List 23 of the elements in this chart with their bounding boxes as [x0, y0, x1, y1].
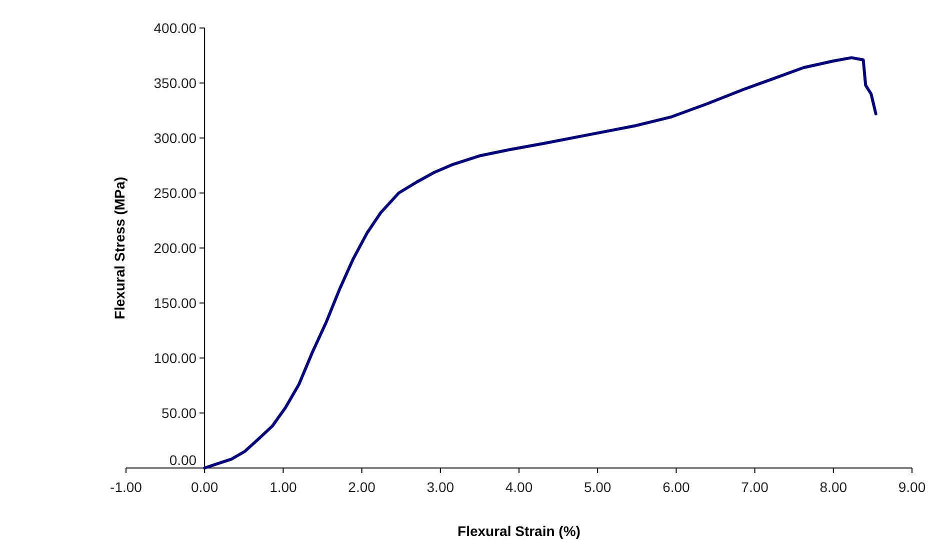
- x-tick-label: 2.00: [348, 479, 376, 495]
- x-tick-label: -1.00: [110, 479, 142, 495]
- y-tick-label: 250.00: [154, 185, 197, 201]
- y-tick-label: 200.00: [154, 240, 197, 256]
- y-tick-label: 150.00: [154, 295, 197, 311]
- y-tick-label: 400.00: [154, 20, 197, 36]
- x-axis-title: Flexural Strain (%): [458, 523, 580, 539]
- x-tick-label: 9.00: [898, 479, 926, 495]
- y-tick-label: 350.00: [154, 75, 197, 91]
- x-tick-label: 1.00: [270, 479, 298, 495]
- line-series: [203, 56, 878, 470]
- x-tick-label: 3.00: [426, 479, 454, 495]
- y-axis-title: Flexural Stress (MPa): [112, 176, 128, 320]
- x-tick-label: 7.00: [741, 479, 769, 495]
- x-tick-label: 0.00: [190, 479, 218, 495]
- x-tick-label: 6.00: [662, 479, 690, 495]
- x-tick-label: 5.00: [584, 479, 612, 495]
- x-tick-label: 4.00: [505, 479, 533, 495]
- y-tick-label: 100.00: [154, 350, 197, 366]
- y-tick-label: 50.00: [162, 405, 197, 421]
- y-tick-label: 300.00: [154, 130, 197, 146]
- x-tick-label: 8.00: [820, 479, 848, 495]
- y-tick-label: 0.00: [169, 452, 197, 468]
